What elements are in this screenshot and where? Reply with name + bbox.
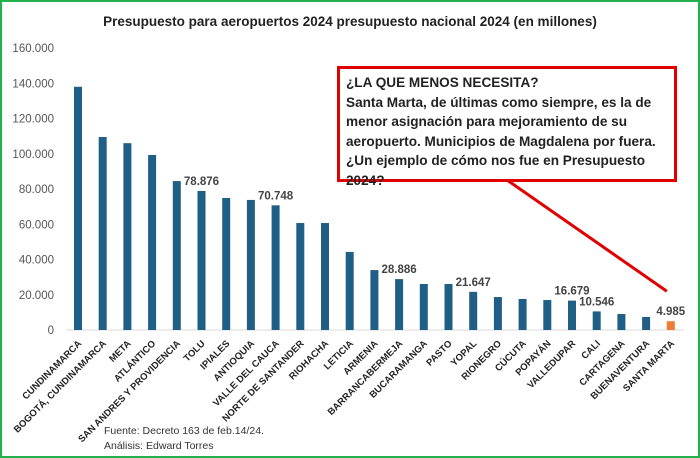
x-tick-label: PASTO bbox=[424, 338, 454, 368]
bar bbox=[197, 190, 206, 330]
callout-line: ¿LA QUE MENOS NECESITA? bbox=[346, 75, 539, 90]
data-label: 16.679 bbox=[554, 286, 589, 298]
bar bbox=[518, 298, 527, 330]
bar bbox=[271, 205, 280, 330]
y-tick-label: 0 bbox=[48, 325, 54, 337]
data-label: 21.647 bbox=[456, 277, 491, 289]
callout-box: ¿LA QUE MENOS NECESITA? Santa Marta, de … bbox=[337, 66, 677, 188]
data-label: 10.546 bbox=[579, 296, 614, 308]
data-label: 70.748 bbox=[258, 190, 294, 202]
bar bbox=[444, 283, 453, 330]
callout-pointer bbox=[506, 178, 668, 293]
bar bbox=[148, 154, 157, 330]
bar bbox=[666, 321, 675, 330]
bar bbox=[543, 300, 552, 330]
data-label: 4.985 bbox=[656, 306, 685, 318]
bar bbox=[568, 300, 576, 330]
bar bbox=[370, 270, 379, 330]
data-label: 78.876 bbox=[184, 176, 219, 188]
y-tick-label: 40.000 bbox=[19, 255, 54, 267]
source-note: Fuente: Decreto 163 de feb.14/24. Anális… bbox=[104, 424, 264, 454]
bar bbox=[222, 197, 231, 330]
y-tick-label: 140.000 bbox=[12, 78, 54, 90]
bar bbox=[395, 279, 404, 330]
callout-line: aeropuerto. Municipios de Magdalena por … bbox=[346, 133, 656, 149]
bar bbox=[321, 223, 329, 330]
bar bbox=[296, 223, 305, 330]
data-label: 28.886 bbox=[382, 264, 417, 276]
chart-title: Presupuesto para aeropuertos 2024 presup… bbox=[103, 14, 597, 29]
bar bbox=[246, 199, 255, 330]
y-tick-label: 100.000 bbox=[12, 149, 54, 161]
analysis-line: Análisis: Edward Torres bbox=[104, 440, 214, 452]
bar bbox=[642, 316, 651, 330]
bar bbox=[123, 143, 132, 330]
callout-line: ¿Un ejemplo de cómo nos fue en Presupues… bbox=[346, 153, 646, 188]
callout-line: menor asignación para mejoramiento de su bbox=[346, 114, 628, 129]
y-tick-label: 20.000 bbox=[19, 290, 54, 302]
callout-line: Santa Marta, de últimas como siempre, es… bbox=[346, 94, 652, 110]
bar bbox=[493, 297, 502, 330]
bar bbox=[419, 283, 428, 330]
y-tick-label: 60.000 bbox=[19, 219, 54, 231]
bar bbox=[98, 137, 107, 330]
y-tick-label: 120.000 bbox=[12, 114, 54, 126]
y-tick-label: 80.000 bbox=[19, 184, 54, 196]
bar bbox=[617, 313, 626, 330]
bar bbox=[592, 311, 601, 330]
source-line: Fuente: Decreto 163 de feb.14/24. bbox=[104, 425, 264, 437]
bar bbox=[74, 86, 82, 331]
bar bbox=[469, 291, 478, 330]
y-tick-label: 160.000 bbox=[12, 43, 54, 55]
bar bbox=[345, 251, 354, 330]
bar bbox=[172, 181, 181, 330]
